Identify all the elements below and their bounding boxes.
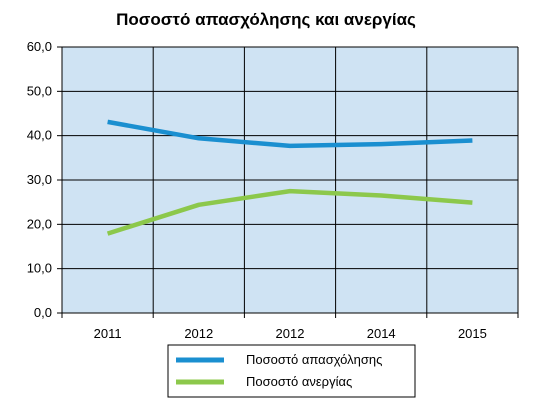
y-tick-label: 30,0 (27, 172, 52, 187)
x-tick-label: 2012 (184, 326, 213, 341)
legend-label: Ποσοστό απασχόλησης (246, 352, 382, 367)
y-tick-label: 0,0 (34, 305, 52, 320)
series-line-2 (106, 188, 473, 236)
legend-box (167, 344, 416, 398)
series-line-1 (107, 119, 473, 149)
y-tick-label: 10,0 (27, 261, 52, 276)
x-tick-label: 2011 (94, 326, 122, 341)
x-tick-label: 2015 (458, 326, 487, 341)
x-tick-label: 2014 (367, 326, 396, 341)
y-tick-label: 50,0 (27, 83, 52, 98)
y-tick-label: 60,0 (27, 39, 52, 54)
chart-title: Ποσοστό απασχόλησης και ανεργίας (116, 10, 416, 29)
legend-label: Ποσοστό ανεργίας (246, 374, 352, 389)
legend: Ποσοστό απασχόλησης Ποσοστό ανεργίας (167, 344, 416, 398)
y-tick-label: 40,0 (27, 128, 52, 143)
y-tick-label: 20,0 (27, 216, 52, 231)
x-tick-label: 2012 (276, 326, 305, 341)
